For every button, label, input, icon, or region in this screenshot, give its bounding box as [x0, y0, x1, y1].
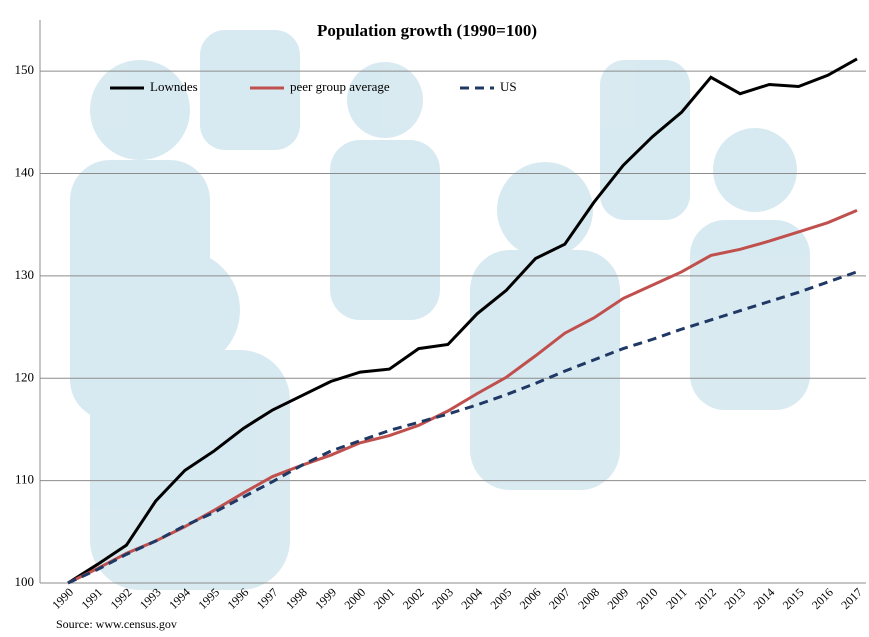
y-tick-label: 140 [15, 165, 35, 180]
series-line [67, 209, 858, 585]
y-tick-label: 100 [15, 574, 35, 589]
y-tick-label: 130 [15, 267, 35, 282]
x-tick-label: 2004 [458, 585, 485, 612]
x-tick-label: 1991 [78, 585, 105, 612]
x-tick-label: 1992 [108, 585, 135, 612]
x-tick-label: 2014 [751, 585, 778, 612]
legend-label: Lowndes [150, 79, 198, 94]
x-tick-label: 2000 [341, 585, 368, 612]
legend-label: peer group average [290, 79, 390, 94]
series-line [67, 57, 858, 585]
x-tick-label: 2005 [488, 585, 515, 612]
x-tick-label: 2011 [663, 585, 690, 612]
x-tick-label: 1997 [254, 585, 281, 612]
x-tick-label: 1999 [312, 585, 339, 612]
x-tick-label: 1998 [283, 585, 310, 612]
chart-title: Population growth (1990=100) [317, 21, 537, 40]
background-figures [70, 30, 810, 590]
x-tick-label: 2007 [546, 585, 573, 612]
x-tick-label: 2002 [400, 585, 427, 612]
x-tick-label: 2006 [517, 585, 544, 612]
legend-label: US [500, 79, 517, 94]
x-tick-label: 2010 [634, 585, 661, 612]
y-tick-label: 110 [15, 472, 34, 487]
x-tick-label: 2001 [371, 585, 398, 612]
x-tick-label: 2003 [429, 585, 456, 612]
x-tick-label: 1990 [49, 585, 76, 612]
y-tick-label: 120 [15, 369, 35, 384]
x-tick-label: 2013 [721, 585, 748, 612]
x-tick-label: 2012 [692, 585, 719, 612]
x-tick-label: 2017 [838, 585, 865, 612]
x-tick-label: 2008 [575, 585, 602, 612]
x-tick-label: 2016 [809, 585, 836, 612]
series-line [67, 270, 858, 585]
y-tick-label: 150 [15, 62, 35, 77]
x-tick-label: 2015 [780, 585, 807, 612]
x-tick-label: 2009 [604, 585, 631, 612]
source-note: Source: www.census.gov [56, 617, 177, 631]
